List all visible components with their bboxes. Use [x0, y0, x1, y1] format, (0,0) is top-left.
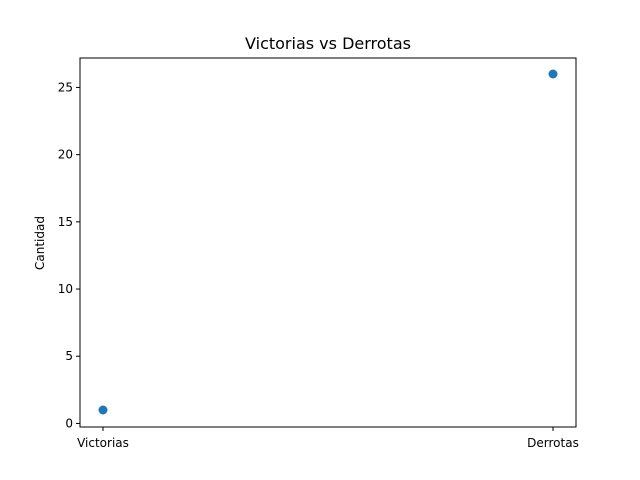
data-point [98, 405, 108, 415]
y-tick-label: 0 [65, 416, 73, 430]
chart-title: Victorias vs Derrotas [245, 34, 411, 53]
data-points [98, 69, 558, 415]
y-axis-label: Cantidad [33, 216, 47, 270]
y-tick-label: 15 [58, 215, 73, 229]
data-point [548, 69, 558, 79]
x-tick-label: Victorias [77, 436, 129, 450]
plot-frame [79, 57, 577, 428]
y-tick-label: 5 [65, 349, 73, 363]
x-axis: Victorias Derrotas [77, 427, 579, 450]
y-tick-label: 20 [58, 148, 73, 162]
x-tick-label: Derrotas [527, 436, 579, 450]
y-tick-label: 10 [58, 282, 73, 296]
y-tick-label: 25 [58, 80, 73, 94]
y-axis: 0 5 10 15 20 25 [58, 80, 80, 430]
